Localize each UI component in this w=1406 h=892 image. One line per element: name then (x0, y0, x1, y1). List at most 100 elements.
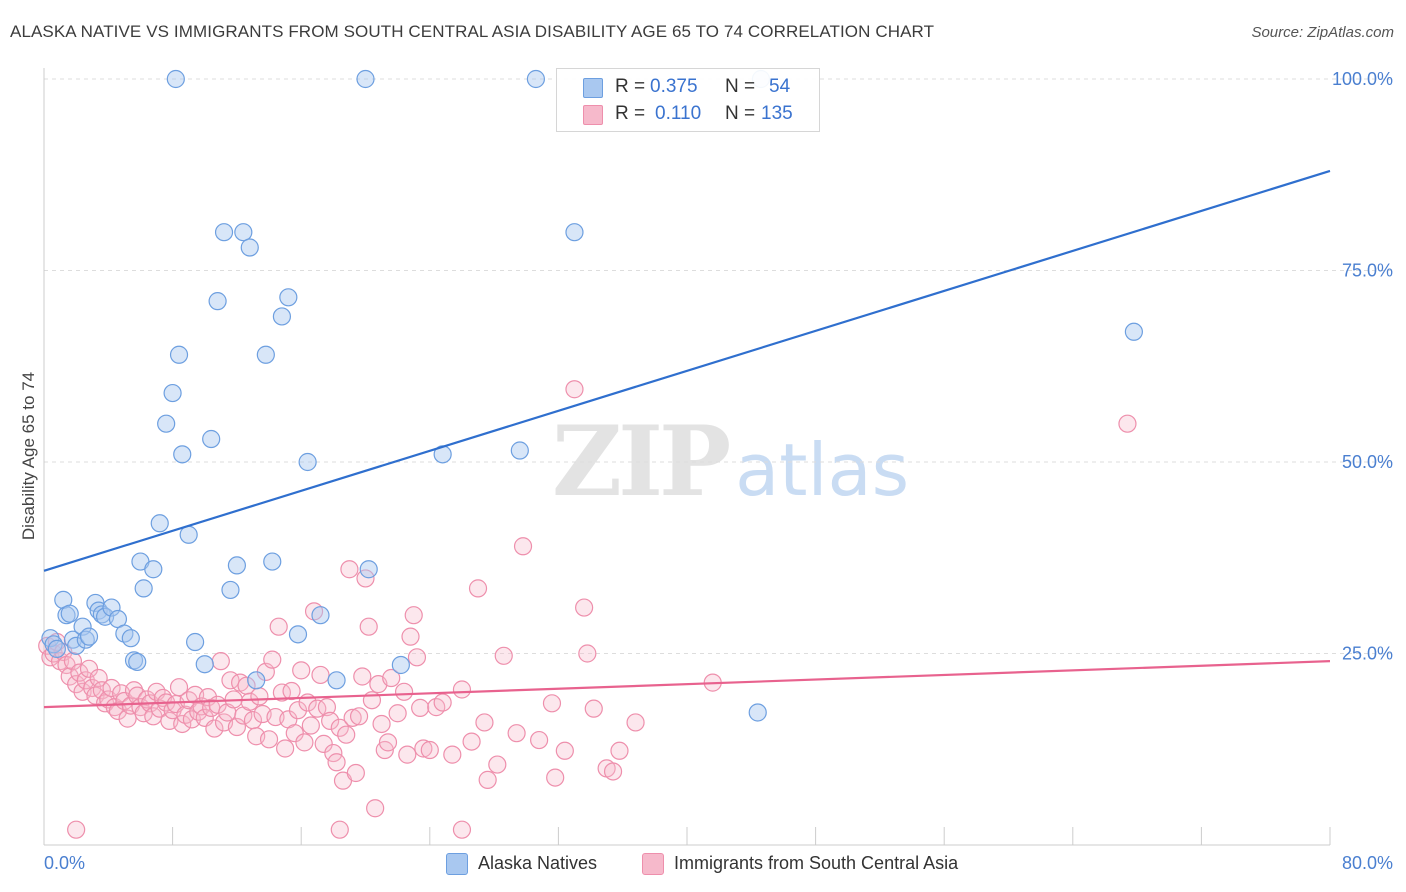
data-point-immigrants (292, 661, 311, 680)
data-point-immigrants (330, 820, 349, 839)
legend-r-label: R = (615, 76, 646, 97)
data-point-alaska (102, 598, 121, 617)
series-alaska-points (41, 69, 1143, 722)
legend-n-label: N = (725, 103, 756, 124)
data-point-immigrants (317, 698, 337, 717)
data-point-alaska (121, 629, 140, 648)
bottom-legend-alaska: Alaska Natives (446, 851, 626, 877)
data-point-immigrants (546, 768, 565, 787)
data-point-immigrants (494, 646, 513, 665)
bottom-legend-immigrants: Immigrants from South Central Asia (642, 851, 1012, 877)
legend-r-value: 0.110 (655, 103, 702, 124)
data-point-immigrants (314, 734, 333, 753)
data-point-immigrants (240, 692, 259, 711)
x-tick-label: 0.0% (44, 853, 85, 873)
data-point-alaska (272, 307, 292, 326)
data-point-immigrants (353, 667, 372, 686)
data-point-immigrants (330, 718, 349, 737)
data-point-immigrants (404, 606, 423, 625)
data-point-alaska (208, 292, 227, 311)
data-point-alaska (221, 580, 240, 600)
data-point-immigrants (311, 665, 330, 685)
data-point-alaska (128, 652, 147, 672)
data-point-alaska (134, 579, 153, 598)
data-point-immigrants (269, 617, 288, 636)
data-point-alaska (279, 288, 298, 307)
data-point-alaska (173, 445, 192, 464)
data-point-immigrants (327, 753, 346, 772)
data-point-immigrants (443, 745, 462, 764)
data-point-immigrants (346, 763, 365, 783)
data-point-immigrants (584, 699, 603, 718)
data-point-immigrants (420, 740, 439, 760)
data-point-alaska (359, 560, 378, 579)
data-point-alaska (748, 703, 767, 722)
x-tick-label: 80.0% (1342, 853, 1393, 873)
data-point-alaska (263, 552, 282, 571)
y-axis-label: Disability Age 65 to 74 (19, 372, 38, 540)
data-point-immigrants (610, 741, 629, 760)
data-point-immigrants (295, 733, 314, 752)
data-point-immigrants (488, 755, 507, 774)
data-point-immigrants (507, 724, 526, 743)
legend-n-label: N = (725, 76, 756, 97)
data-point-alaska (67, 636, 86, 655)
data-point-immigrants (282, 681, 301, 701)
data-point-alaska (234, 223, 253, 242)
data-point-alaska (179, 525, 198, 544)
data-point-alaska (47, 639, 66, 659)
trend-line-alaska (43, 169, 1331, 572)
axes (43, 68, 1331, 846)
data-point-immigrants (626, 713, 645, 732)
data-point-alaska (510, 441, 529, 460)
data-point-immigrants (427, 698, 446, 717)
data-point-immigrants (301, 716, 320, 735)
data-point-immigrants (349, 707, 369, 726)
data-point-immigrants (603, 762, 623, 781)
data-point-immigrants (411, 698, 430, 717)
data-point-alaska (195, 655, 214, 674)
data-point-alaska (60, 604, 79, 623)
data-point-immigrants (555, 741, 574, 760)
data-point-immigrants (452, 820, 472, 839)
data-point-immigrants (475, 713, 494, 732)
data-point-immigrants (263, 650, 282, 669)
trend-lines (43, 169, 1331, 709)
data-point-alaska (79, 627, 99, 646)
data-point-alaska (227, 556, 246, 575)
grid-lines (44, 78, 1392, 654)
legend-r-label: R = (615, 103, 646, 124)
data-point-immigrants (343, 708, 362, 727)
data-point-immigrants (565, 380, 584, 399)
trend-line-immigrants (43, 660, 1331, 709)
legend-swatch-immigrants (583, 105, 603, 125)
data-point-alaska (526, 69, 545, 89)
data-point-immigrants (250, 687, 269, 706)
data-point-immigrants (398, 745, 417, 764)
legend-n-value: 135 (761, 103, 793, 124)
data-point-alaska (186, 632, 205, 652)
data-point-alaska (256, 345, 275, 364)
watermark-atlas: atlas (735, 428, 910, 512)
data-point-alaska (240, 238, 259, 257)
data-point-alaska (356, 69, 375, 89)
data-point-alaska (288, 625, 308, 644)
data-point-immigrants (401, 627, 420, 646)
data-point-alaska (76, 630, 95, 649)
data-point-alaska (202, 429, 221, 449)
data-point-immigrants (578, 644, 597, 663)
data-point-immigrants (169, 678, 189, 697)
legend-row-alaska: R = 0.375 N = 54 (557, 74, 819, 100)
bottom-legend-swatch-alaska (446, 853, 468, 875)
data-point-alaska (214, 223, 234, 242)
data-point-alaska (391, 655, 410, 675)
data-point-immigrants (211, 652, 230, 671)
data-point-immigrants (63, 652, 83, 671)
y-tick-label: 50.0% (1342, 452, 1393, 472)
data-point-immigrants (276, 739, 295, 758)
series-immigrants-points (38, 380, 1137, 839)
data-point-alaska (298, 452, 317, 472)
data-point-immigrants (124, 681, 144, 700)
data-point-immigrants (372, 714, 391, 734)
